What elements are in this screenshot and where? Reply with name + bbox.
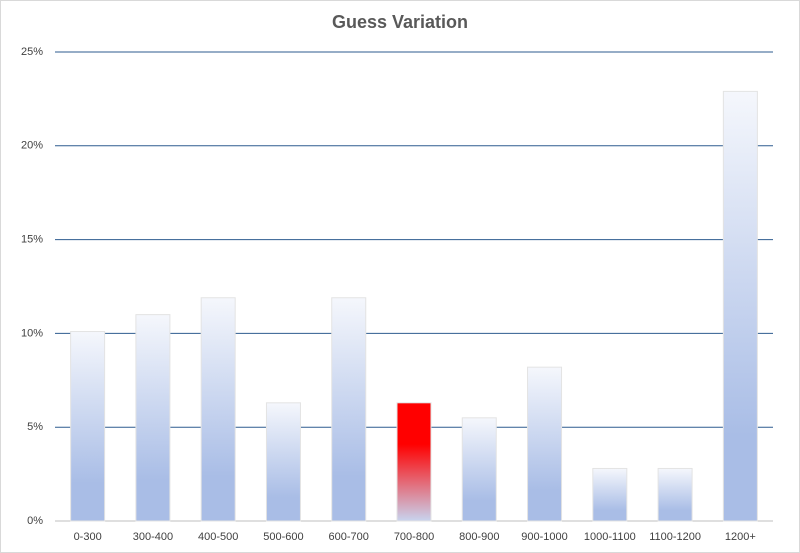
bar — [592, 467, 628, 522]
x-tick-label: 1100-1200 — [649, 531, 701, 543]
bar — [70, 331, 106, 522]
bar — [331, 297, 367, 522]
x-tick-label: 500-600 — [263, 531, 303, 543]
y-tick-label: 10% — [21, 327, 43, 339]
bar — [200, 297, 236, 522]
bar — [657, 467, 693, 522]
bar — [396, 402, 432, 522]
bar — [461, 417, 497, 522]
bar — [265, 402, 301, 522]
bar — [527, 366, 563, 522]
y-tick-label: 25% — [21, 46, 43, 58]
x-tick-label: 600-700 — [329, 531, 369, 543]
x-tick-label: 800-900 — [459, 531, 499, 543]
x-tick-label: 0-300 — [74, 531, 102, 543]
x-tick-label: 300-400 — [133, 531, 173, 543]
y-tick-label: 15% — [21, 234, 43, 246]
y-tick-label: 0% — [27, 515, 43, 527]
bar — [135, 314, 171, 522]
bar — [722, 90, 758, 522]
x-tick-label: 900-1000 — [521, 531, 568, 543]
x-tick-label: 400-500 — [198, 531, 238, 543]
y-tick-label: 20% — [21, 140, 43, 152]
x-tick-label: 1200+ — [725, 531, 756, 543]
chart-title: Guess Variation — [332, 12, 468, 32]
x-tick-label: 1000-1100 — [584, 531, 636, 543]
y-tick-label: 5% — [27, 421, 43, 433]
x-tick-label: 700-800 — [394, 531, 434, 543]
